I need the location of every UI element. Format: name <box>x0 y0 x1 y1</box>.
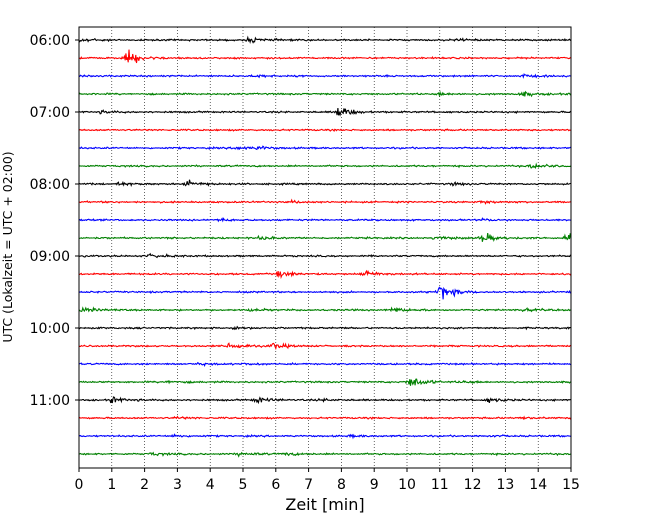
trace-line <box>78 198 572 205</box>
y-axis-label: UTC (Lokalzeit = UTC + 02:00) <box>0 151 15 342</box>
y-tick-label: 07:00 <box>30 105 70 121</box>
seismic-traces <box>78 35 572 458</box>
trace-line <box>78 128 572 133</box>
x-tick-label: 3 <box>173 477 182 493</box>
y-tick-label: 09:00 <box>30 249 70 265</box>
x-tick-label: 11 <box>431 477 449 493</box>
x-tick-label: 5 <box>239 477 248 493</box>
trace-line <box>78 72 572 79</box>
trace-line <box>78 395 572 405</box>
trace-line <box>78 145 572 151</box>
trace-line <box>78 433 572 440</box>
x-tick-label: 4 <box>206 477 215 493</box>
x-tick-label: 6 <box>271 477 280 493</box>
y-tick-label: 10:00 <box>30 321 70 337</box>
x-tick-label: 2 <box>140 477 149 493</box>
trace-line <box>78 35 572 45</box>
trace-line <box>78 286 572 300</box>
trace-line <box>78 252 572 259</box>
trace-line <box>78 325 572 331</box>
trace-line <box>78 306 571 313</box>
grid-lines <box>111 27 539 468</box>
x-tick-label: 14 <box>529 477 547 493</box>
trace-line <box>79 233 572 243</box>
trace-line <box>78 451 572 458</box>
x-tick-label: 0 <box>75 477 84 493</box>
trace-line <box>78 361 572 368</box>
trace-line <box>78 378 571 386</box>
trace-line <box>78 269 572 280</box>
y-tick-label: 11:00 <box>30 393 70 409</box>
x-tick-label: 12 <box>464 477 482 493</box>
trace-line <box>78 342 571 351</box>
x-tick-label: 13 <box>496 477 514 493</box>
x-tick-label: 1 <box>107 477 116 493</box>
x-axis-label: Zeit [min] <box>285 495 364 514</box>
y-tick-label: 08:00 <box>30 177 70 193</box>
x-axis: 0 1 2 3 4 5 6 7 8 9 10 11 12 13 14 15 <box>75 468 580 493</box>
trace-line <box>78 415 572 421</box>
trace-line <box>78 179 571 187</box>
y-tick-label: 06:00 <box>30 33 70 49</box>
x-tick-label: 10 <box>398 477 416 493</box>
plot-frame <box>78 26 572 469</box>
trace-line <box>78 90 572 98</box>
x-tick-label: 15 <box>562 477 580 493</box>
trace-line <box>78 107 572 117</box>
trace-line <box>78 162 572 170</box>
trace-line <box>78 217 572 223</box>
x-tick-label: 7 <box>304 477 313 493</box>
y-axis: 06:00 07:00 08:00 09:00 10:00 11:00 <box>30 33 79 409</box>
trace-line <box>78 49 572 64</box>
x-tick-label: 9 <box>370 477 379 493</box>
x-tick-label: 8 <box>337 477 346 493</box>
